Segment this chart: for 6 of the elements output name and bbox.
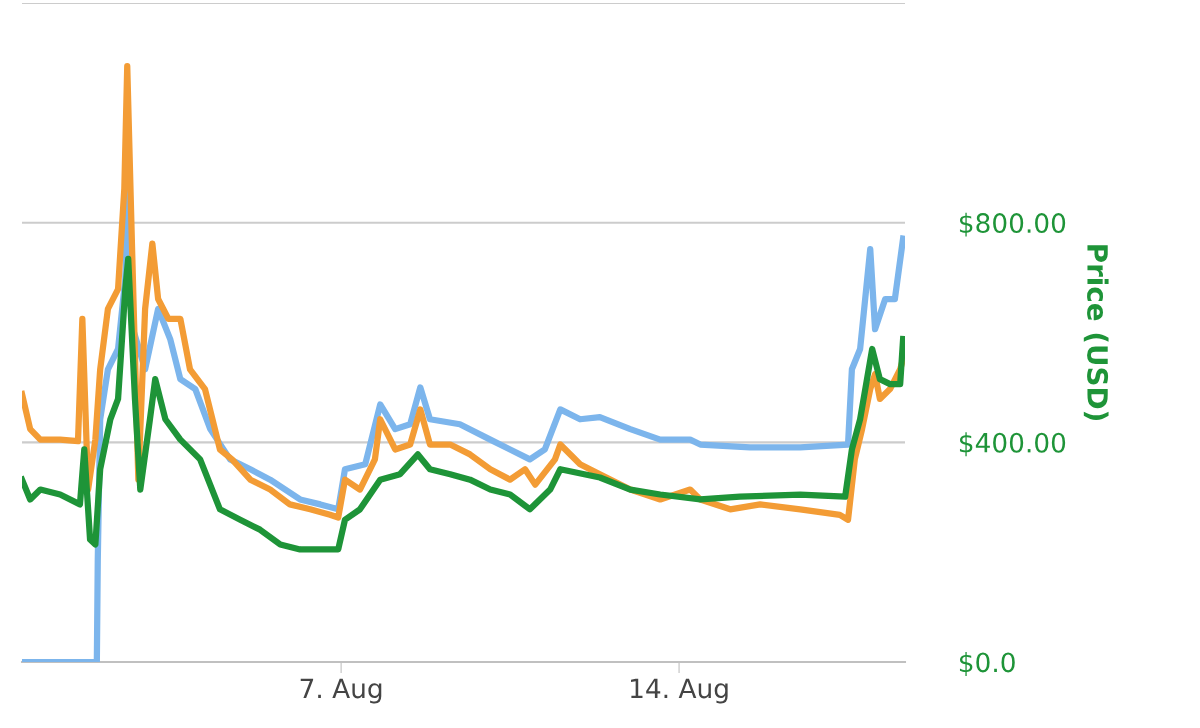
x-tick-label: 14. Aug — [631, 678, 728, 704]
y-axis-title: Price (USD) — [1083, 245, 1109, 420]
y-tick-label: $800.00 — [959, 212, 1066, 237]
y-tick-label: $0.0 — [959, 651, 1015, 676]
y-tick-label: $400.00 — [959, 432, 1066, 457]
x-tick-label: 7. Aug — [300, 678, 382, 704]
